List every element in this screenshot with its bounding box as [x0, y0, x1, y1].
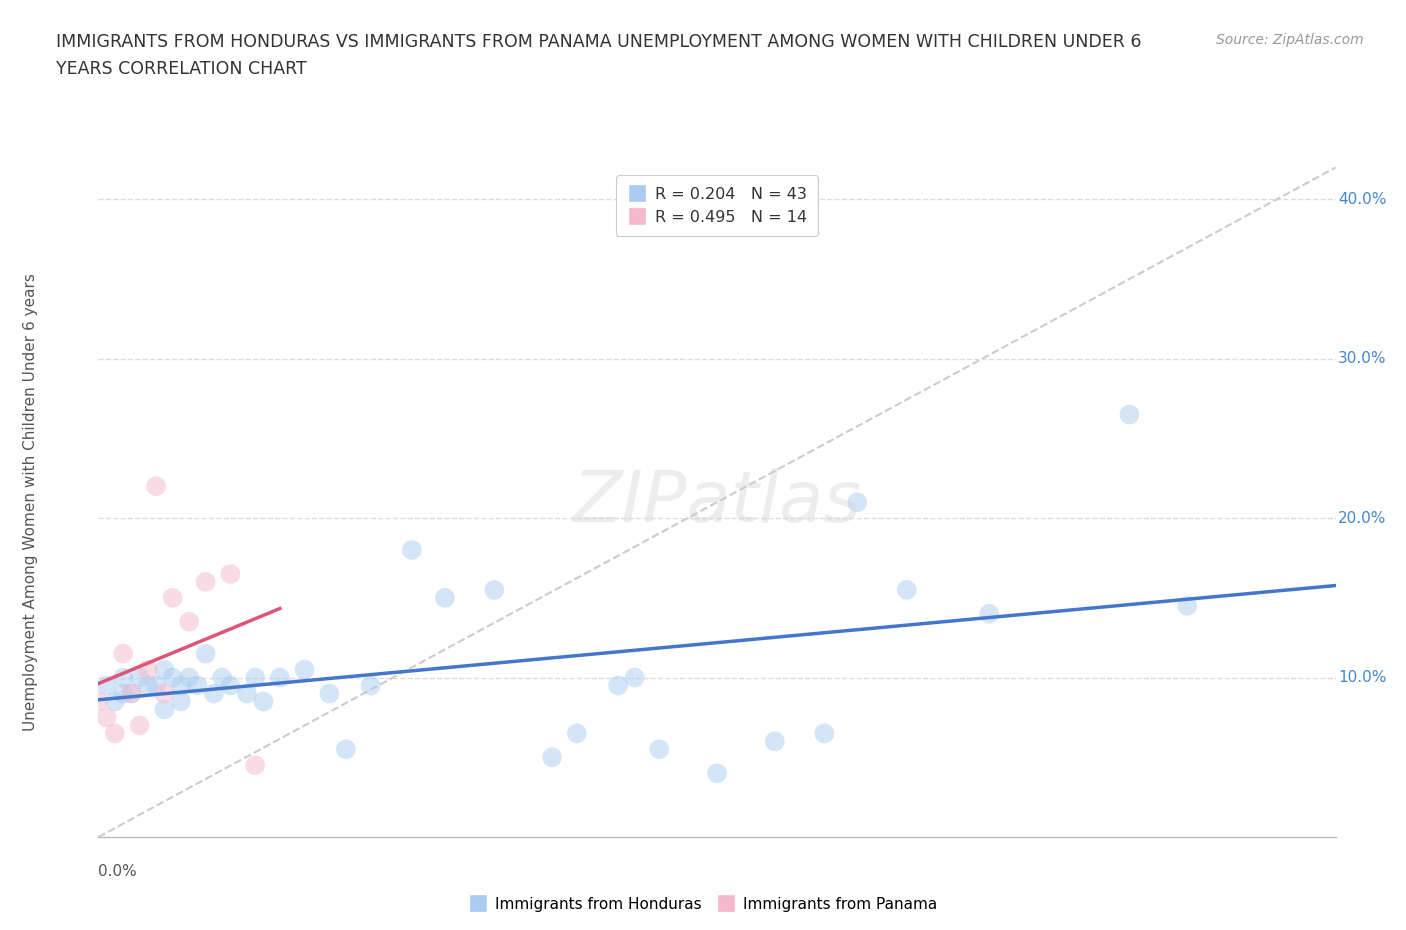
Point	[211, 671, 233, 685]
Point	[294, 662, 316, 677]
Point	[120, 686, 142, 701]
Point	[243, 671, 266, 685]
Text: 20.0%: 20.0%	[1339, 511, 1386, 525]
Point	[153, 686, 176, 701]
Point	[153, 702, 176, 717]
Point	[202, 686, 225, 701]
Text: 0.0%: 0.0%	[98, 864, 138, 879]
Point	[186, 678, 208, 693]
Point	[565, 726, 588, 741]
Point	[170, 678, 193, 693]
Point	[252, 694, 274, 709]
Point	[194, 646, 217, 661]
Point	[219, 678, 242, 693]
Point	[112, 646, 135, 661]
Point	[813, 726, 835, 741]
Point	[128, 671, 150, 685]
Point	[96, 710, 118, 724]
Text: Source: ZipAtlas.com: Source: ZipAtlas.com	[1216, 33, 1364, 46]
Point	[607, 678, 630, 693]
Point	[979, 606, 1001, 621]
Point	[236, 686, 259, 701]
Text: Unemployment Among Women with Children Under 6 years: Unemployment Among Women with Children U…	[22, 273, 38, 731]
Point	[648, 742, 671, 757]
Text: 30.0%: 30.0%	[1339, 352, 1386, 366]
Text: 40.0%: 40.0%	[1339, 192, 1386, 206]
Point	[1175, 598, 1198, 613]
Point	[269, 671, 291, 685]
Point	[335, 742, 357, 757]
Point	[162, 591, 184, 605]
Point	[541, 750, 564, 764]
Point	[136, 678, 159, 693]
Point	[112, 671, 135, 685]
Point	[896, 582, 918, 597]
Point	[104, 726, 127, 741]
Point	[433, 591, 456, 605]
Point	[120, 686, 142, 701]
Point	[145, 479, 167, 494]
Point	[623, 671, 645, 685]
Point	[763, 734, 786, 749]
Point	[179, 615, 201, 630]
Point	[484, 582, 506, 597]
Point	[170, 694, 193, 709]
Point	[706, 765, 728, 780]
Point	[145, 678, 167, 693]
Legend: R = 0.204   N = 43, R = 0.495   N = 14: R = 0.204 N = 43, R = 0.495 N = 14	[616, 176, 818, 235]
Point	[87, 694, 110, 709]
Point	[401, 542, 423, 557]
Point	[162, 671, 184, 685]
Text: YEARS CORRELATION CHART: YEARS CORRELATION CHART	[56, 60, 307, 78]
Point	[128, 718, 150, 733]
Point	[136, 662, 159, 677]
Point	[153, 662, 176, 677]
Point	[194, 575, 217, 590]
Text: ZIPatlas: ZIPatlas	[572, 468, 862, 537]
Point	[1118, 407, 1140, 422]
Point	[318, 686, 340, 701]
Point	[96, 678, 118, 693]
Point	[846, 495, 869, 510]
Point	[179, 671, 201, 685]
Point	[360, 678, 382, 693]
Legend: Immigrants from Honduras, Immigrants from Panama: Immigrants from Honduras, Immigrants fro…	[463, 891, 943, 918]
Text: IMMIGRANTS FROM HONDURAS VS IMMIGRANTS FROM PANAMA UNEMPLOYMENT AMONG WOMEN WITH: IMMIGRANTS FROM HONDURAS VS IMMIGRANTS F…	[56, 33, 1142, 50]
Point	[219, 566, 242, 581]
Text: 10.0%: 10.0%	[1339, 671, 1386, 685]
Point	[112, 686, 135, 701]
Point	[243, 758, 266, 773]
Point	[104, 694, 127, 709]
